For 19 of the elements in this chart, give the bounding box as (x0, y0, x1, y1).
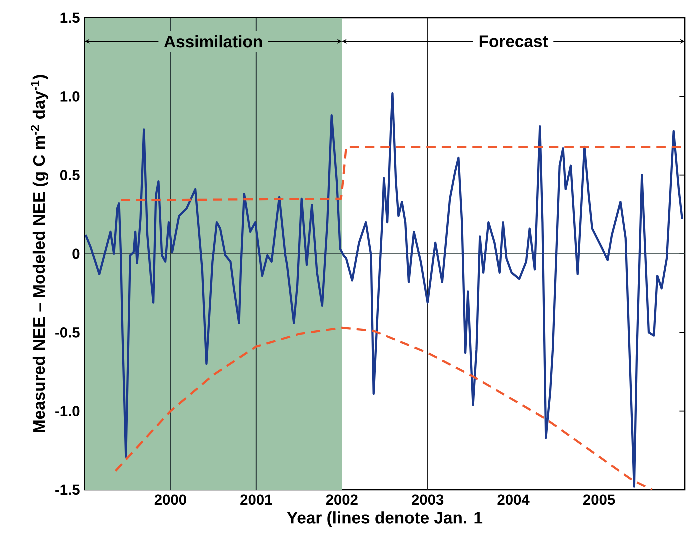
y-tick-label: 1.0 (60, 91, 80, 102)
x-tick-label: 2003 (412, 494, 444, 506)
x-tick-label: 2000 (154, 494, 186, 506)
y-tick-label: 1.5 (60, 12, 80, 24)
y-tick-label: 0.5 (60, 170, 80, 181)
y-tick-label: -1.5 (56, 484, 80, 496)
x-tick-label: 2001 (240, 494, 272, 506)
annotation: Forecast (480, 36, 548, 48)
x-tick-label: 2004 (498, 494, 530, 506)
line-series (85, 92, 684, 488)
line-series (114, 326, 654, 490)
y-tick-label: 0 (72, 248, 80, 260)
y-axis-title: Measured NEE – Modeled NEE (g C m$^{-2}$ day$^{-1}$) (31, 75, 49, 432)
y-tick-label: -0.5 (56, 327, 80, 338)
x-axis-title: Year (lines denote Jan. 1 (287, 512, 483, 528)
band-label: Assimilation (164, 35, 262, 48)
y-tick-label: -1.0 (56, 406, 80, 417)
x-tick-label: 2005 (583, 494, 616, 506)
x-tick-label: 2002 (326, 494, 358, 506)
